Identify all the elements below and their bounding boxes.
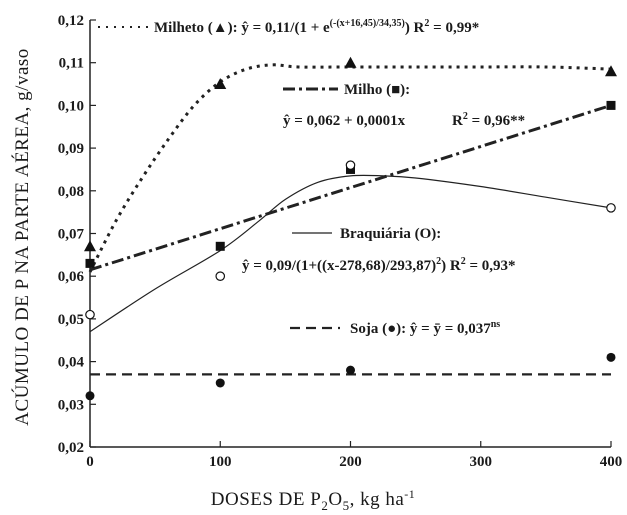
braq-r2-sup: 2 <box>461 256 466 267</box>
legend-milho-title: Milho (■): <box>344 82 410 98</box>
soja-name: Soja ( <box>350 321 387 337</box>
soja-marker-glyph: ● <box>387 321 396 337</box>
milho-name: Milho ( <box>344 82 391 98</box>
point-milheto <box>344 56 357 68</box>
point-soja <box>346 365 355 375</box>
point-milho <box>606 100 616 110</box>
point-soja <box>85 391 95 401</box>
y-tick-label: 0,03 <box>58 397 84 413</box>
y-tick-label: 0,06 <box>58 269 85 285</box>
legend-braquiaria-title: Braquiária (O): <box>340 226 441 242</box>
data-markers <box>84 56 617 401</box>
axes: 0,02 0,03 0,04 0,05 0,06 0,07 0,08 0,09 0,10 0,11… <box>58 13 623 470</box>
x-axis-title: DOSES DE P2O5, kg ha-1 <box>211 487 416 513</box>
braq-r2-val: = 0,93* <box>466 258 516 274</box>
legend-milho-equation: ŷ = 0,062 + 0,0001x R2 = 0,96** <box>283 111 525 129</box>
y-tick-label: 0,04 <box>58 355 85 371</box>
fit-curve-milheto <box>88 63 612 273</box>
point-milheto <box>84 240 96 252</box>
x-tick-label: 100 <box>209 454 232 470</box>
x-tick-label: 0 <box>86 454 94 470</box>
milheto-exponent: (-(x+16,45)/34,35) <box>330 18 405 29</box>
milho-close: ): <box>400 82 410 98</box>
milho-r: R <box>452 113 463 129</box>
milho-r2-val: = 0,96** <box>468 113 525 129</box>
x-title-sub: 2 <box>321 498 328 513</box>
milheto-r2-val: = 0,99* <box>429 20 479 36</box>
point-braquiaria <box>85 309 95 320</box>
legend-braquiaria-equation: ŷ = 0,09/(1+((x-278,68)/293,87)2) R2 = 0… <box>242 256 516 274</box>
milheto-eq-a: ): ŷ = 0,11/(1 + e <box>228 20 330 36</box>
y-tick-label: 0,11 <box>59 56 84 72</box>
x-title-sup: -1 <box>404 487 415 501</box>
soja-ns: ns <box>491 319 501 330</box>
point-milheto <box>214 78 227 90</box>
x-title-part-c: , kg ha <box>350 489 405 510</box>
point-braquiaria <box>606 203 616 213</box>
y-tick-label: 0,12 <box>58 13 84 29</box>
legend-soja-equation: Soja (●): ŷ = ȳ = 0,037ns <box>350 319 500 337</box>
point-braquiaria <box>215 271 226 281</box>
milho-eq: ŷ = 0,062 + 0,0001x <box>283 113 406 129</box>
milheto-name: Milheto ( <box>154 20 213 36</box>
soja-eq: ): ŷ = ȳ = 0,037 <box>396 321 491 337</box>
braq-eq-a: ŷ = 0,09/(1+((x-278,68)/293,87) <box>242 258 436 274</box>
point-milho <box>85 258 95 268</box>
x-tick-label: 200 <box>339 454 362 470</box>
milheto-eq-b: ) R <box>405 20 425 36</box>
y-tick-label: 0,10 <box>58 98 84 114</box>
x-tick-label: 400 <box>600 454 623 470</box>
x-title-part-b: O <box>328 489 342 510</box>
y-tick-label: 0,07 <box>58 227 85 243</box>
x-tick-label: 300 <box>470 454 493 470</box>
x-title-sub2: 5 <box>343 498 350 513</box>
point-milheto <box>605 65 617 77</box>
point-milho <box>215 241 225 251</box>
y-tick-label: 0,02 <box>58 440 84 456</box>
milho-r2-sup: 2 <box>463 111 468 122</box>
point-soja <box>215 378 225 388</box>
y-tick-label: 0,08 <box>58 184 84 200</box>
point-braquiaria <box>345 160 356 170</box>
point-soja <box>606 352 616 362</box>
y-axis-title: ACÚMULO DE P NA PARTE AÉREA, g/vaso <box>11 48 33 426</box>
y-tick-label: 0,05 <box>58 312 84 328</box>
y-tick-label: 0,09 <box>58 141 84 157</box>
x-title-part-a: DOSES DE P <box>211 489 322 510</box>
legend-milheto-equation: Milheto (▲): ŷ = 0,11/(1 + e(-(x+16,45)/… <box>154 18 479 36</box>
fit-curve-braquiaria <box>89 174 612 333</box>
braq-eq-b: ) R <box>441 258 461 274</box>
braq-eq-sup: 2 <box>436 256 441 267</box>
fit-curve-milho <box>89 103 612 272</box>
milho-marker-glyph: ■ <box>391 82 400 98</box>
milheto-r2-sup: 2 <box>424 18 429 29</box>
milheto-marker-glyph: ▲ <box>213 20 228 36</box>
